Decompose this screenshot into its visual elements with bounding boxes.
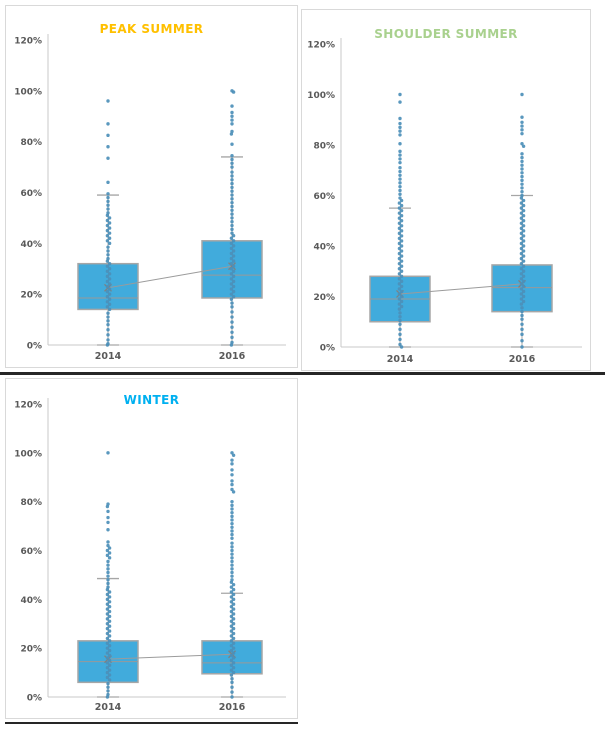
chart-title-winter: WINTER: [123, 392, 180, 407]
svg-text:0%: 0%: [27, 694, 42, 704]
svg-text:40%: 40%: [20, 240, 42, 250]
chart-title-shoulder-summer: SHOULDER SUMMER: [374, 26, 518, 41]
svg-text:100%: 100%: [14, 87, 42, 97]
svg-text:120%: 120%: [14, 401, 42, 411]
svg-text:120%: 120%: [14, 37, 42, 47]
svg-text:2016: 2016: [219, 702, 246, 713]
svg-text:120%: 120%: [307, 41, 335, 51]
chart-title-peak-summer: PEAK SUMMER: [99, 21, 204, 36]
box-plot-peak-summer: 0% 20% 40% 60% 80% 100% 120% 2014 2016: [14, 34, 286, 362]
svg-text:80%: 80%: [313, 142, 335, 152]
svg-text:100%: 100%: [307, 91, 335, 101]
svg-text:60%: 60%: [313, 192, 335, 202]
svg-text:60%: 60%: [20, 547, 42, 557]
svg-text:2016: 2016: [509, 354, 536, 365]
box-plot-shoulder-summer: 0% 20% 40% 60% 80% 100% 120% 2014 2016: [307, 38, 582, 365]
chart-panel-winter: WINTER 0% 20% 40% 60% 80% 100% 120% 2014 2016: [5, 378, 298, 719]
horizontal-separator-top: [0, 372, 605, 375]
svg-text:80%: 80%: [20, 498, 42, 508]
horizontal-separator-bottom: [5, 722, 298, 724]
svg-text:0%: 0%: [320, 344, 335, 354]
svg-text:40%: 40%: [313, 243, 335, 253]
svg-text:2016: 2016: [219, 351, 246, 362]
svg-text:80%: 80%: [20, 138, 42, 148]
svg-text:0%: 0%: [27, 342, 42, 352]
chart-panel-peak-summer: PEAK SUMMER 0% 20% 40% 60% 80% 100% 120% 2014 20…: [5, 5, 298, 368]
svg-text:2014: 2014: [387, 354, 414, 365]
svg-text:2014: 2014: [95, 702, 122, 713]
svg-text:60%: 60%: [20, 189, 42, 199]
svg-text:20%: 20%: [20, 645, 42, 655]
svg-text:40%: 40%: [20, 596, 42, 606]
svg-text:20%: 20%: [313, 293, 335, 303]
box-plot-winter: 0% 20% 40% 60% 80% 100% 120% 2014 2016: [14, 398, 286, 713]
svg-text:2014: 2014: [95, 351, 122, 362]
svg-text:100%: 100%: [14, 449, 42, 459]
svg-text:20%: 20%: [20, 291, 42, 301]
chart-panel-shoulder-summer: SHOULDER SUMMER 0% 20% 40% 60% 80% 100% 120% 20…: [301, 9, 591, 371]
